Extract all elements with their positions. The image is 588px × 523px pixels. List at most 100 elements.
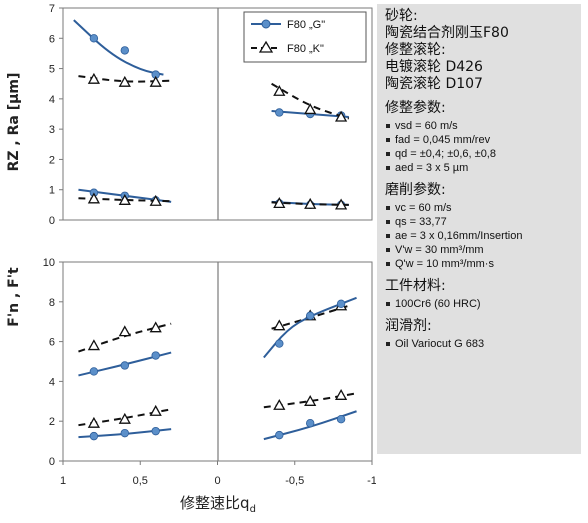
series-k-fit-line: [78, 75, 172, 83]
series-k-point: [149, 321, 162, 333]
work-material-list: 100Cr6 (60 HRC): [385, 297, 575, 311]
y-tick-label: 8: [49, 297, 55, 309]
y-tick-label: 4: [49, 94, 55, 106]
series-k-fit-line: [271, 82, 350, 120]
series-g-point: [306, 311, 315, 320]
series-k-point: [304, 394, 317, 406]
x-tick-label: 0: [214, 475, 220, 487]
series-k-point: [149, 75, 162, 87]
grind-param: ae = 3 x 0,16mm/Insertion: [385, 229, 575, 243]
x-axis-label: 修整速比qd: [180, 494, 256, 515]
x-tick-label: -0,5: [285, 475, 304, 487]
series-k-point: [87, 72, 101, 84]
series-g-point: [89, 367, 99, 376]
series-g-point: [275, 339, 284, 348]
y-tick-label: 6: [49, 337, 55, 349]
roller-title: 修整滚轮:: [385, 42, 446, 58]
top-y-unit-label: RZ , Ra [µm]: [6, 73, 22, 172]
dress-param: aed = 3 x 5 µm: [385, 161, 575, 175]
series-k-point: [334, 388, 348, 400]
legend-k-marker: [258, 40, 274, 53]
series-k-point: [118, 193, 131, 205]
series-g-point: [336, 299, 346, 308]
series-k-point: [118, 325, 131, 337]
series-g-point: [151, 426, 160, 436]
y-tick-label: 2: [49, 416, 55, 428]
series-g-point: [306, 418, 315, 428]
y-tick-label: 1: [49, 185, 55, 197]
dress-params-title: 修整参数:: [385, 100, 446, 116]
series-k-point: [87, 192, 101, 204]
legend-g-marker: [261, 19, 271, 29]
grind-params-list: vc = 60 m/s qs = 33,77 ae = 3 x 0,16mm/I…: [385, 201, 575, 271]
series-g-point: [151, 351, 160, 360]
series-g-point: [275, 430, 284, 440]
series-k-point: [87, 339, 101, 351]
parameter-panel: 砂轮: 陶瓷结合剂刚玉F80 修整滚轮: 电镀滚轮 D426 陶瓷滚轮 D107…: [377, 4, 581, 454]
series-k-point: [118, 75, 131, 87]
grind-param: Q'w = 10 mm³/mm·s: [385, 257, 575, 271]
legend-k-label: F80 „K": [287, 43, 324, 55]
y-tick-label: 7: [49, 3, 55, 15]
dress-param: fad = 0,045 mm/rev: [385, 133, 575, 147]
series-k-point: [149, 404, 162, 416]
bottom-y-unit-label: F'n , F't: [6, 267, 22, 327]
series-g-point: [336, 415, 346, 424]
lubricant: Oil Variocut G 683: [385, 337, 575, 351]
series-k-fit-line: [78, 408, 172, 427]
series-k-point: [273, 84, 286, 96]
x-tick-label: -1: [367, 475, 376, 487]
series-k-point: [304, 197, 317, 209]
x-tick-label: 1: [60, 475, 66, 487]
y-tick-label: 4: [49, 376, 55, 388]
series-g-point: [89, 34, 99, 43]
series-k-point: [273, 319, 286, 331]
series-g-fit-line: [73, 19, 164, 76]
series-k-point: [87, 416, 101, 428]
y-tick-label: 6: [49, 33, 55, 45]
y-tick-label: 3: [49, 124, 55, 136]
dress-param: vsd = 60 m/s: [385, 119, 575, 133]
series-k-point: [334, 198, 348, 210]
series-g-point: [120, 361, 129, 370]
work-material-title: 工件材料:: [385, 278, 446, 294]
grind-params-title: 磨削参数:: [385, 182, 446, 198]
lubricant-list: Oil Variocut G 683: [385, 337, 575, 351]
y-tick-label: 0: [49, 215, 55, 227]
series-k-fit-line: [263, 392, 357, 409]
series-k-point: [273, 197, 286, 208]
wheel-title: 砂轮:: [385, 8, 418, 24]
y-tick-label: 10: [43, 257, 55, 269]
series-k-point: [334, 110, 348, 122]
lubricant-title: 润滑剂:: [385, 318, 432, 334]
roller-1: 电镀滚轮 D426: [385, 59, 483, 75]
y-tick-label: 0: [49, 456, 55, 468]
x-axis-label-main: 修整速比q: [180, 494, 250, 512]
series-k-point: [118, 412, 131, 424]
y-tick-label: 2: [49, 154, 55, 166]
work-material: 100Cr6 (60 HRC): [385, 297, 575, 311]
series-k-point: [273, 398, 286, 410]
dress-param: qd = ±0,4; ±0,6, ±0,8: [385, 147, 575, 161]
series-k-point: [149, 194, 162, 206]
series-g-point: [120, 428, 129, 438]
series-g-point: [275, 108, 284, 117]
grind-param: vc = 60 m/s: [385, 201, 575, 215]
dress-params-list: vsd = 60 m/s fad = 0,045 mm/rev qd = ±0,…: [385, 119, 575, 175]
grind-param: qs = 33,77: [385, 215, 575, 229]
y-tick-label: 5: [49, 64, 55, 76]
grind-param: V'w = 30 mm³/mm: [385, 243, 575, 257]
series-k-fit-line: [78, 197, 172, 203]
wheel-name: 陶瓷结合剂刚玉F80: [385, 25, 509, 41]
legend: F80 „G" F80 „K": [243, 11, 367, 63]
series-k-point: [304, 103, 317, 115]
x-tick-label: 0,5: [133, 475, 148, 487]
legend-g-label: F80 „G": [287, 19, 325, 31]
series-g-point: [120, 46, 129, 55]
x-axis-label-sub: d: [250, 504, 256, 515]
series-g-point: [89, 431, 99, 441]
roller-2: 陶瓷滚轮 D107: [385, 76, 483, 92]
